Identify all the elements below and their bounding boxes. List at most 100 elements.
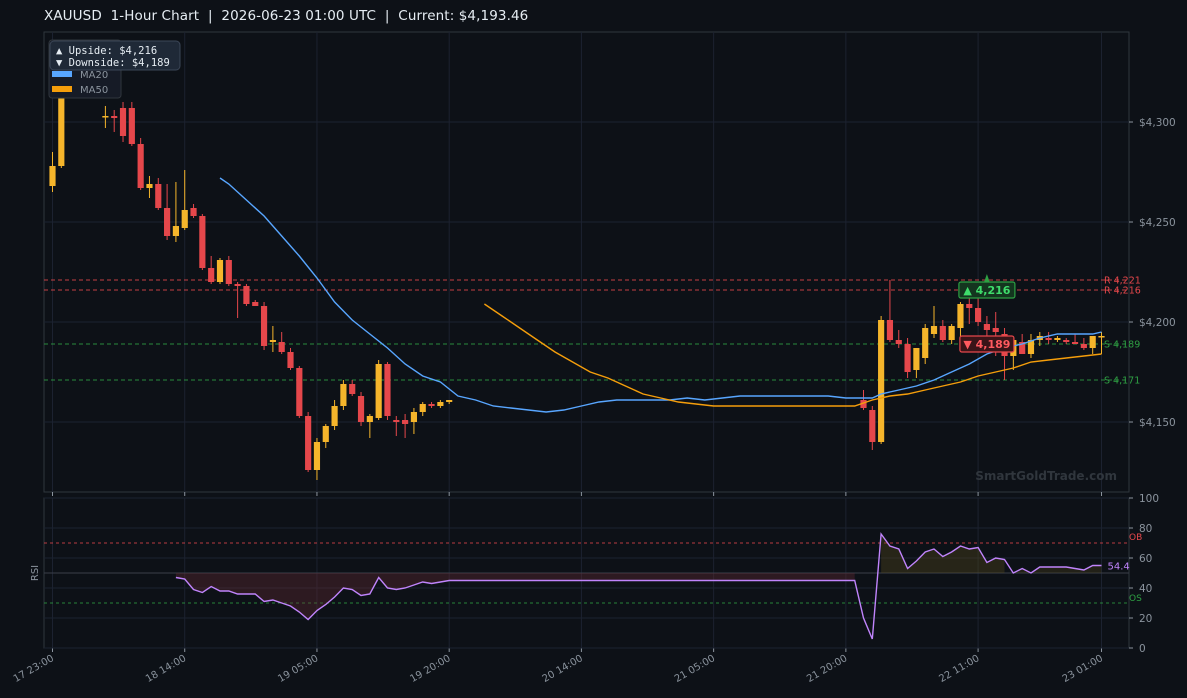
candle-body [384,364,391,416]
candle-body [437,402,444,406]
rsi-y-tick-label: 80 [1139,523,1152,535]
rsi-y-tick-label: 100 [1139,493,1159,505]
oversold-label: OS [1129,594,1142,604]
rsi-y-tick-label: 20 [1139,613,1152,625]
candle-body [340,384,347,406]
candle-body [119,108,127,136]
candle-body [393,420,400,422]
upside-tag-box [958,281,1016,299]
y-tick-label: $4,300 [1139,117,1176,129]
candle-body [1019,342,1026,354]
x-tick-label: 23 01:00 [1061,653,1105,685]
y-tick-label: $4,200 [1139,317,1176,329]
rsi-y-tick-label: 40 [1139,583,1152,595]
candle-body [296,368,303,416]
candle-body [957,304,964,328]
x-tick-label: 17 23:00 [12,653,56,685]
candle-body [234,284,241,286]
info-box: ▲ Upside: $4,216▼ Downside: $4,189 [49,40,181,71]
candle-body [128,108,135,144]
rsi-axis-label: RSI [30,565,41,581]
downside-tag: ▼ 4,189 [959,335,1015,353]
candle-body [305,416,312,470]
candle-body [410,412,418,422]
candle-body [1045,338,1052,340]
candle-body [252,302,259,306]
ma50-legend-label: MA50 [80,85,108,96]
candle-body [939,326,946,340]
candle-body [278,342,285,352]
candle-body [349,384,356,394]
candle-body [446,400,453,402]
candle-body [357,396,365,422]
x-tick-label: 22 11:00 [937,653,981,685]
candle-body [331,406,338,426]
rsi-last-value: 54.4 [1108,562,1130,573]
resistance-label: R 4,216 [1104,286,1141,297]
rsi-below-fill [175,573,855,620]
candle-body [313,442,321,470]
candle-body [930,326,938,334]
candle-body [190,208,197,216]
candle-body [1054,338,1061,340]
candle-body [260,306,268,346]
candle-body [181,210,188,228]
candle-body [895,340,902,344]
watermark: SmartGoldTrade.com [975,469,1117,483]
x-tick-label: 19 05:00 [276,653,320,685]
candle-body [208,268,215,282]
x-tick-label: 21 20:00 [805,653,849,685]
candle-body [419,404,426,412]
info-downside-text: ▼ Downside: $4,189 [56,57,170,69]
candle-body [869,410,876,442]
rsi-above-fill [1013,565,1102,573]
downside-tag-text: ▼ 4,189 [963,338,1010,351]
rsi-line [175,532,1102,640]
candle-body [966,304,973,308]
candle-body [948,326,955,340]
candle-body [983,324,990,330]
candle-body [992,328,999,332]
upside-tag: ▲ 4,216 [958,281,1016,299]
candle-body [886,320,894,340]
candle-body [878,320,885,442]
candle-body [269,340,276,342]
candle-body [322,426,329,442]
candle-body [111,116,118,118]
overbought-label: OB [1129,533,1142,543]
x-tick-label: 19 20:00 [408,653,452,685]
ma50-line [484,303,1102,407]
info-upside-text: ▲ Upside: $4,216 [56,45,157,57]
candle-body [243,286,250,304]
candle-body [366,416,373,422]
candle-body [172,226,179,236]
candle-body [1080,344,1087,348]
ma20-legend-label: MA20 [80,70,108,81]
candle-body [402,420,409,424]
downside-tag-box [959,335,1015,353]
support-label: S 4,171 [1104,376,1140,387]
y-tick-label: $4,150 [1139,417,1176,429]
upside-tag-text: ▲ 4,216 [963,284,1010,297]
candle-body [860,400,867,408]
candle-body [155,184,162,208]
candle-body [1071,342,1079,344]
candle-body [1089,336,1096,348]
price-panel [43,31,1130,493]
candle-body [216,260,224,282]
y-tick-label: $4,250 [1139,217,1176,229]
candle-body [1027,340,1035,354]
x-tick-label: 20 14:00 [541,653,585,685]
candle-body [146,184,153,188]
candle-body [58,86,65,166]
info-box-frame [49,40,181,71]
ma20-legend-swatch [52,71,72,77]
support-label: S 4,189 [1104,340,1140,351]
candle-body [225,260,232,284]
candle-body [137,144,144,188]
candle-body [164,208,171,236]
candle-body [904,344,911,372]
candle-body [428,404,435,406]
